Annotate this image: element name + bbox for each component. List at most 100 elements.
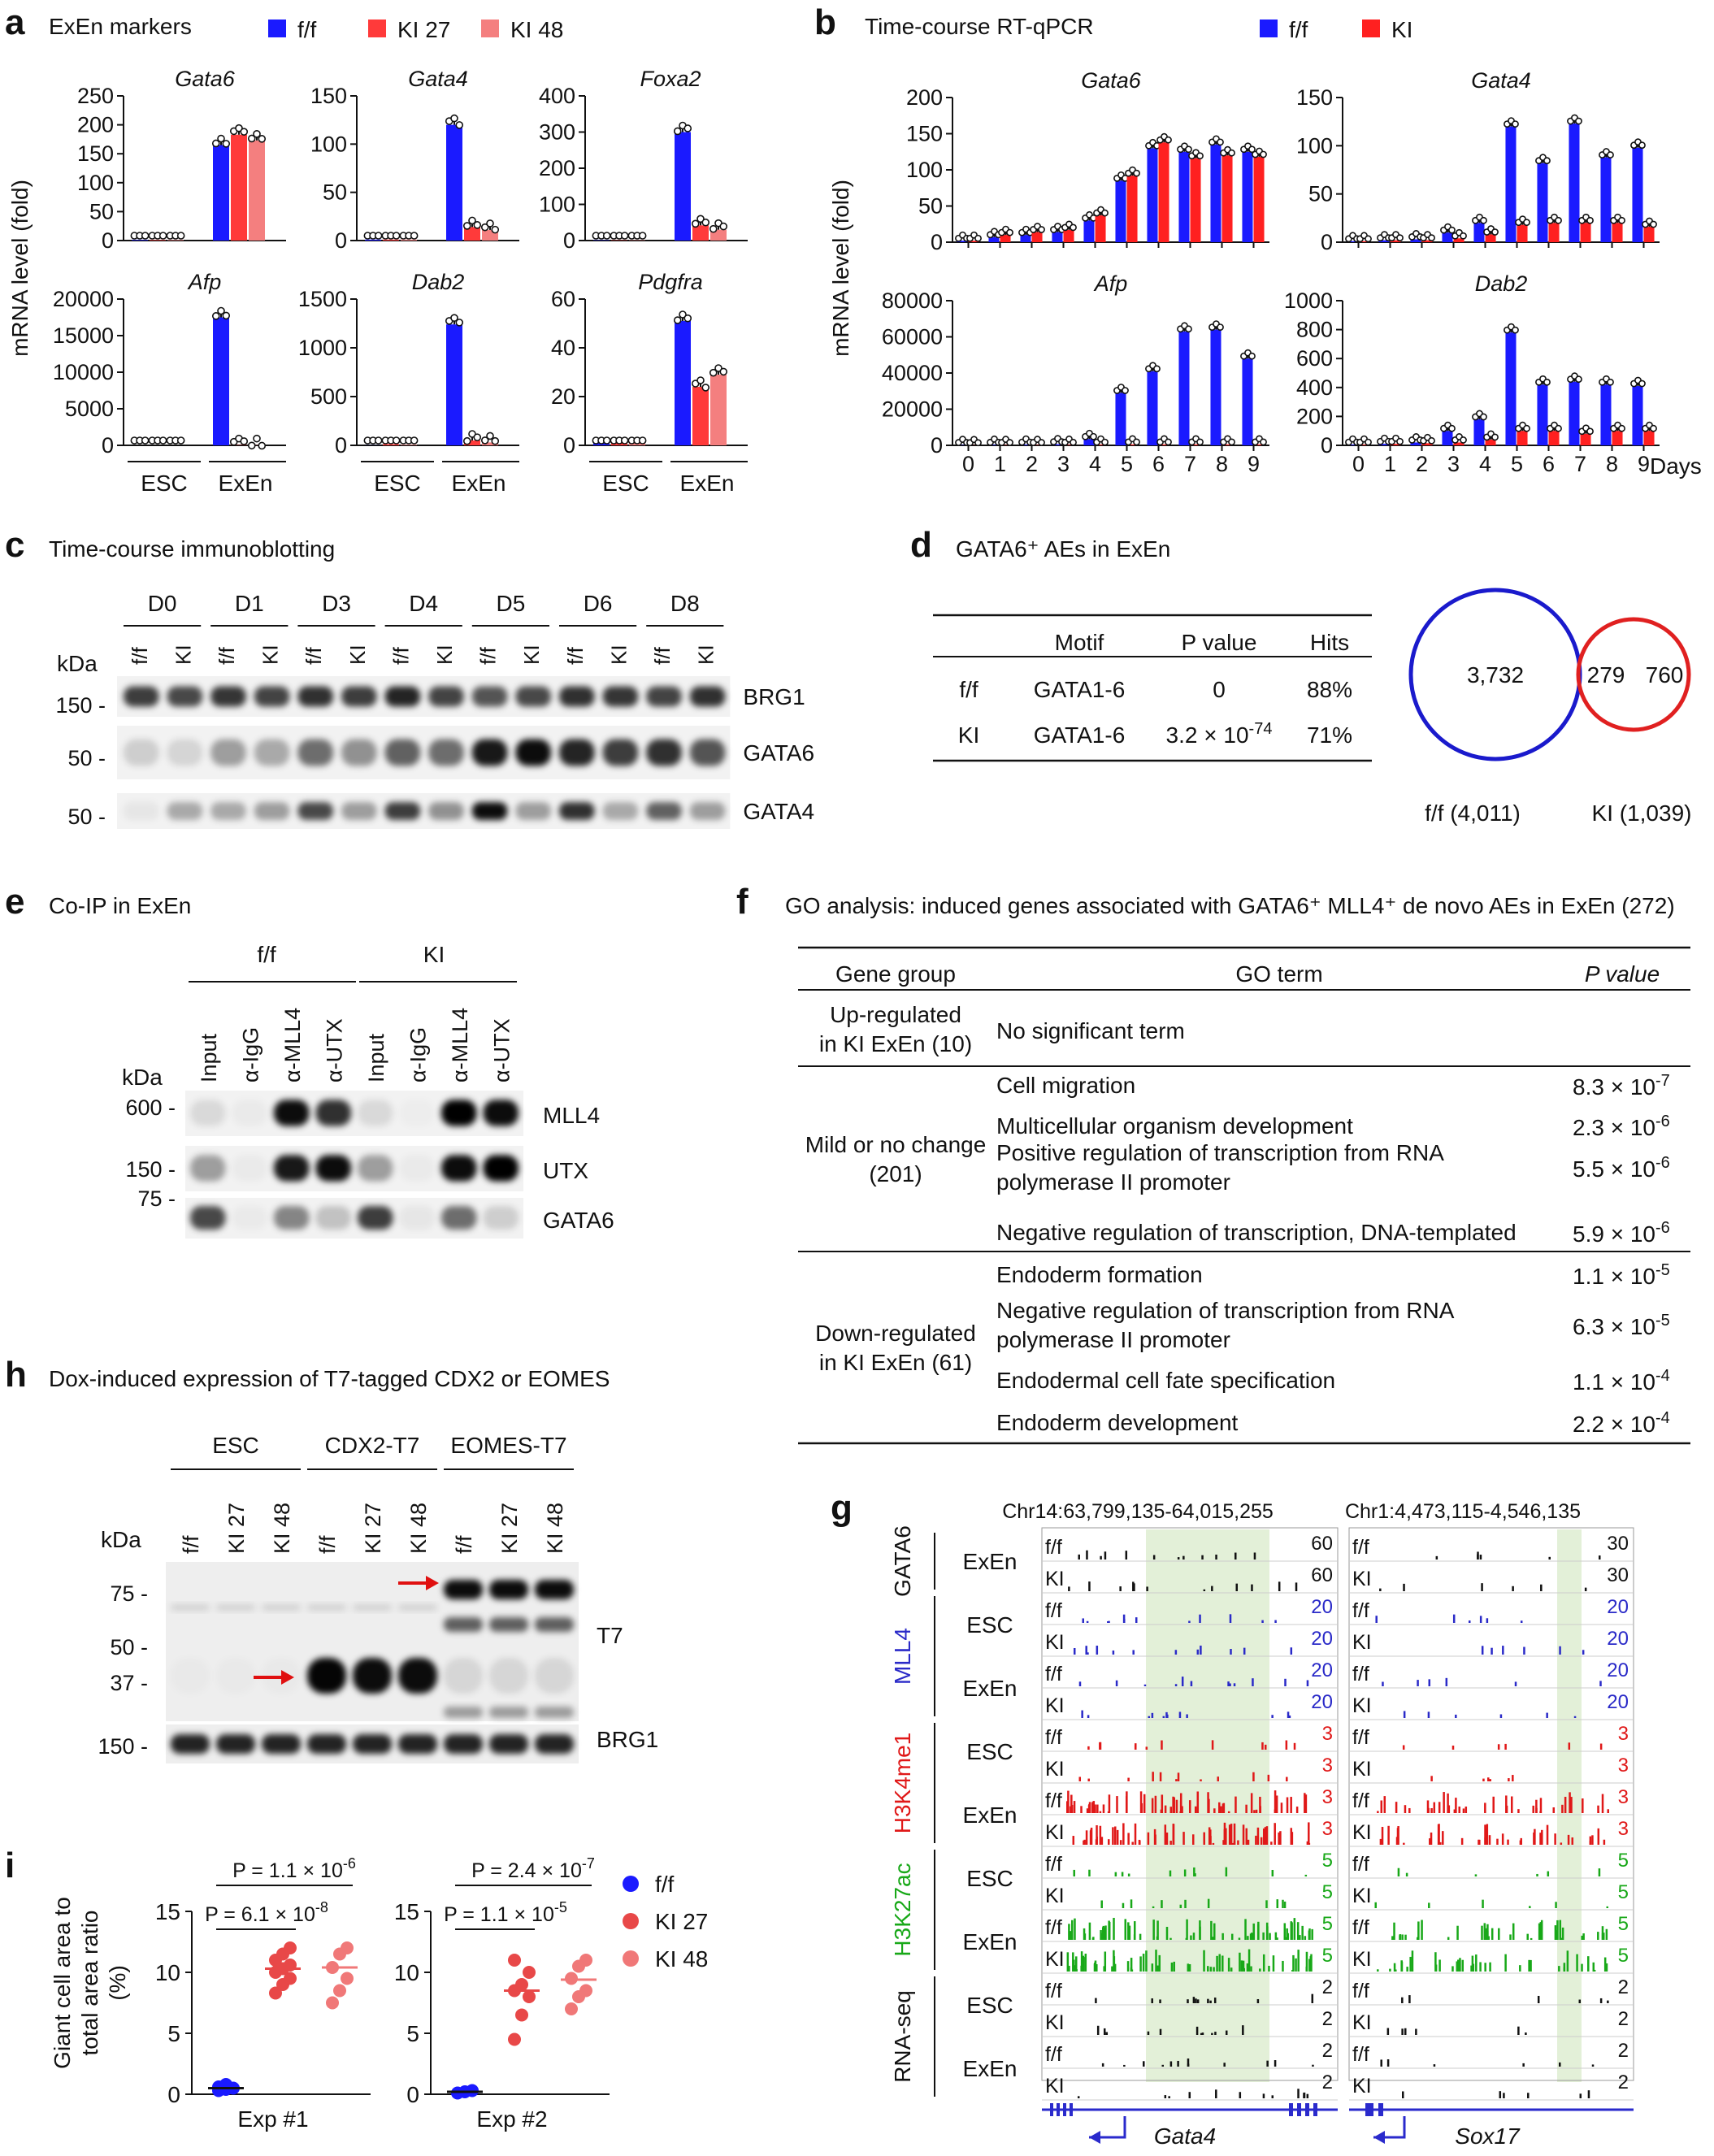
- y-tick-label: 400: [539, 84, 575, 108]
- data-point: [160, 437, 167, 444]
- panel-h-letter: h: [5, 1355, 27, 1395]
- go-pvalue: 5.9 × 10-6: [1573, 1219, 1670, 1247]
- blot-band: [690, 687, 726, 707]
- signal-peak: [1585, 1588, 1587, 1591]
- bar: [1210, 330, 1221, 445]
- protein-label: MLL4: [543, 1103, 600, 1128]
- lane-label: Input: [197, 1033, 221, 1082]
- cell-type-label: ESC: [966, 1866, 1013, 1891]
- signal-peak: [1311, 1929, 1313, 1940]
- table-cell: 88%: [1307, 677, 1352, 702]
- blot-band: [428, 802, 464, 820]
- signal-peak: [1523, 1647, 1525, 1655]
- signal-peak: [1096, 1805, 1099, 1813]
- data-point: [1512, 121, 1518, 127]
- signal-peak: [1152, 1907, 1155, 1908]
- data-point: [213, 313, 219, 319]
- data-point: [1397, 439, 1403, 445]
- y-axis-label: mRNA level (fold): [7, 180, 33, 357]
- signal-peak: [1100, 1930, 1102, 1940]
- blot-band: [171, 1734, 210, 1754]
- signal-peak: [1429, 1679, 1431, 1686]
- signal-peak: [1568, 1835, 1570, 1845]
- blot-band: [559, 802, 595, 820]
- signal-peak: [1430, 1776, 1433, 1781]
- signal-peak: [1295, 1582, 1298, 1591]
- signal-peak: [1269, 1933, 1271, 1940]
- signal-peak: [1403, 1843, 1405, 1845]
- signal-peak: [1504, 1954, 1507, 1972]
- signal-peak: [1304, 1936, 1307, 1940]
- signal-peak: [1201, 1555, 1204, 1560]
- signal-peak: [1087, 1652, 1089, 1655]
- signal-peak: [1401, 1934, 1404, 1940]
- table-header: Gene group: [835, 961, 956, 987]
- genotype-label: f/f: [1045, 1853, 1062, 1876]
- signal-peak: [1381, 1800, 1383, 1813]
- gene-label: Gata4: [1154, 2123, 1216, 2149]
- blot-band: [171, 1604, 210, 1611]
- signal-peak: [1178, 1557, 1180, 1560]
- signal-peak: [1189, 1964, 1191, 1972]
- blot-band: [316, 1155, 352, 1181]
- signal-peak: [1083, 1841, 1085, 1845]
- signal-peak: [1268, 1966, 1270, 1972]
- signal-peak: [1409, 1957, 1412, 1972]
- blot-brg1: [117, 676, 730, 717]
- signal-peak: [1145, 1950, 1148, 1972]
- signal-peak: [1130, 1899, 1133, 1908]
- signal-peak: [1304, 2093, 1306, 2098]
- signal-peak: [1264, 1834, 1266, 1845]
- signal-peak: [1243, 1824, 1245, 1845]
- signal-peak: [1113, 1918, 1115, 1940]
- data-point: [1608, 152, 1613, 158]
- signal-peak: [1503, 2093, 1505, 2098]
- bar: [213, 318, 229, 446]
- data-point: [492, 438, 498, 445]
- signal-peak: [1170, 2061, 1173, 2067]
- data-point: [1556, 218, 1561, 223]
- y-tick-label: 200: [77, 113, 114, 137]
- signal-peak: [1212, 1740, 1214, 1750]
- signal-peak: [1087, 1621, 1089, 1623]
- signal-peak: [1180, 1905, 1182, 1908]
- signal-peak: [1507, 1840, 1509, 1845]
- signal-peak: [1148, 1833, 1150, 1845]
- signal-peak: [1236, 1584, 1239, 1591]
- signal-peak: [1530, 1938, 1533, 1940]
- chart-title: Gata6: [175, 67, 236, 91]
- signal-peak: [1415, 2029, 1417, 2035]
- track-scale: 3: [1322, 1818, 1333, 1840]
- signal-peak: [1307, 1680, 1309, 1686]
- protein-label: T7: [597, 1623, 623, 1648]
- signal-peak: [1256, 1810, 1258, 1813]
- signal-peak: [1214, 2032, 1217, 2035]
- day-label: D6: [584, 591, 613, 616]
- blot-band: [444, 1734, 483, 1754]
- signal-peak: [1165, 2095, 1167, 2098]
- signal-peak: [1175, 1684, 1178, 1686]
- bar: [1178, 152, 1189, 242]
- go-term: polymerase II promoter: [996, 1169, 1230, 1195]
- signal-peak: [1179, 1711, 1182, 1718]
- signal-peak: [1212, 1937, 1214, 1940]
- signal-peak: [1074, 1648, 1076, 1655]
- data-point: [640, 232, 646, 239]
- signal-peak: [1217, 1776, 1219, 1781]
- blot-band: [190, 1155, 226, 1181]
- x-tick-label: 2: [1416, 452, 1428, 476]
- signal-peak: [1296, 1807, 1299, 1813]
- signal-peak: [1592, 2064, 1595, 2067]
- data-point: [1429, 235, 1434, 241]
- bar: [692, 387, 709, 445]
- signal-peak: [1160, 1772, 1162, 1781]
- data-point: [178, 232, 184, 239]
- signal-peak: [1200, 1646, 1202, 1655]
- signal-peak: [1199, 1615, 1201, 1623]
- signal-peak: [1397, 1826, 1399, 1845]
- bar: [150, 240, 166, 241]
- bar: [1517, 225, 1528, 242]
